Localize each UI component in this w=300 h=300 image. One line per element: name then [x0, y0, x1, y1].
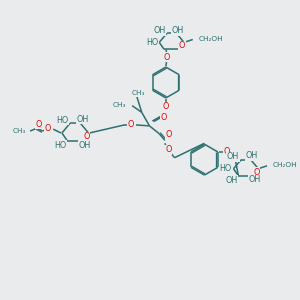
Text: O: O: [164, 52, 170, 62]
Text: O: O: [45, 124, 51, 133]
Text: O: O: [128, 120, 134, 129]
Text: O: O: [161, 113, 167, 122]
Text: O: O: [163, 102, 169, 111]
Text: OH: OH: [76, 115, 88, 124]
Text: OH: OH: [171, 26, 184, 35]
Text: O: O: [166, 146, 172, 154]
Text: O: O: [223, 147, 230, 156]
Text: OH: OH: [246, 152, 258, 160]
Text: OH: OH: [248, 175, 261, 184]
Text: OH: OH: [154, 26, 166, 35]
Text: CH₃: CH₃: [13, 128, 26, 134]
Text: CH₂OH: CH₂OH: [273, 162, 297, 168]
Text: CH₂OH: CH₂OH: [199, 35, 223, 41]
Text: O: O: [36, 120, 42, 129]
Text: CH₃: CH₃: [132, 90, 146, 96]
Text: OH: OH: [225, 176, 237, 185]
Text: HO: HO: [54, 141, 66, 150]
Text: OH: OH: [227, 152, 239, 161]
Text: CH₃: CH₃: [113, 102, 126, 108]
Text: O: O: [253, 168, 260, 177]
Text: O: O: [179, 41, 185, 50]
Text: O: O: [166, 130, 172, 139]
Text: O: O: [83, 132, 90, 141]
Text: HO: HO: [146, 38, 158, 47]
Text: OH: OH: [78, 141, 90, 150]
Text: HO: HO: [56, 116, 68, 125]
Text: HO: HO: [219, 164, 232, 173]
